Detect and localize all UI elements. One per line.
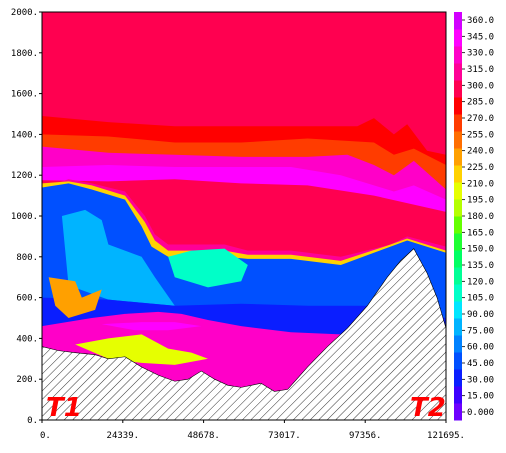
y-tick-label: 1800.	[11, 49, 38, 59]
colorbar-label: 60.00	[467, 343, 494, 353]
colorbar-swatch	[454, 131, 462, 149]
field-layer-15	[101, 322, 202, 331]
terrain-hatch-layer	[42, 248, 446, 420]
terrain	[42, 248, 446, 420]
x-tick-label: 48678.	[187, 431, 220, 441]
colorbar-swatch	[454, 29, 462, 47]
colorbar-swatch	[454, 284, 462, 302]
colorbar-label: 120.0	[467, 277, 494, 287]
x-tick-label: 24339.	[107, 431, 140, 441]
colorbar-label: 210.0	[467, 179, 494, 189]
colorbar-swatch	[454, 233, 462, 251]
colorbar-label: 0.000	[467, 408, 494, 418]
colorbar-label: 30.00	[467, 375, 494, 385]
colorbar-swatch	[454, 267, 462, 285]
field-layer-10	[168, 248, 248, 288]
colorbar-label: 195.0	[467, 196, 494, 206]
colorbar-swatch	[454, 250, 462, 268]
colorbar-label: 225.0	[467, 163, 494, 173]
colorbar-swatch	[454, 352, 462, 370]
colorbar-label: 90.00	[467, 310, 494, 320]
x-tick-label: 0.	[40, 431, 51, 441]
colorbar-label: 285.0	[467, 98, 494, 108]
colorbar-label: 300.0	[467, 81, 494, 91]
x-tick-label: 97356.	[349, 431, 382, 441]
colorbar-swatch	[454, 182, 462, 200]
field-layer-14	[75, 334, 208, 365]
axis-ticks: 0. 200. 400. 600. 800. 1000. 1200. 1400. 1600. 18…	[11, 8, 465, 441]
y-tick-label: 600.	[16, 294, 38, 304]
colorbar-swatch	[454, 199, 462, 217]
colorbar-swatch	[454, 148, 462, 166]
field-layer-12	[48, 277, 102, 318]
colorbar-swatch	[454, 403, 462, 421]
colorbar-swatch	[454, 12, 462, 30]
field-layer-9	[61, 209, 175, 306]
annotation-t2: T2	[410, 393, 446, 423]
colorbar-swatch	[454, 63, 462, 81]
colorbar-swatch	[454, 46, 462, 64]
y-tick-label: 1600.	[11, 90, 38, 100]
x-tick-label: 121695.	[427, 431, 465, 441]
colorbar-swatch	[454, 369, 462, 387]
colorbar-label: 270.0	[467, 114, 494, 124]
y-tick-label: 1400.	[11, 130, 38, 140]
colorbar: 0.000 15.00 30.00 45.00 60.00 75.00 90.00 105.0…	[454, 12, 494, 421]
colorbar-label: 165.0	[467, 228, 494, 238]
colorbar-swatch	[454, 80, 462, 98]
colorbar-label: 45.00	[467, 359, 494, 369]
colorbar-label: 240.0	[467, 147, 494, 157]
y-tick-label: 1200.	[11, 171, 38, 181]
colorbar-label: 315.0	[467, 65, 494, 75]
colorbar-label: 255.0	[467, 130, 494, 140]
colorbar-swatch	[454, 301, 462, 319]
colorbar-label: 135.0	[467, 261, 494, 271]
colorbar-swatch	[454, 165, 462, 183]
colorbar-label: 330.0	[467, 49, 494, 59]
colorbar-swatch	[454, 216, 462, 234]
colorbar-swatch	[454, 386, 462, 404]
colorbar-swatch	[454, 335, 462, 353]
x-tick-label: 73017.	[268, 431, 301, 441]
y-tick-label: 800.	[16, 253, 38, 263]
colorbar-swatch	[454, 318, 462, 336]
y-tick-label: 1000.	[11, 212, 38, 222]
colorbar-label: 180.0	[467, 212, 494, 222]
colorbar-label: 360.0	[467, 16, 494, 26]
colorbar-label: 75.00	[467, 326, 494, 336]
y-tick-label: 200.	[16, 375, 38, 385]
colorbar-label: 15.00	[467, 392, 494, 402]
annotation-t1: T1	[46, 393, 82, 423]
y-tick-label: 2000.	[11, 8, 38, 18]
colorbar-label: 105.0	[467, 294, 494, 304]
y-tick-label: 0.	[27, 416, 38, 426]
colorbar-swatch	[454, 114, 462, 132]
y-tick-label: 400.	[16, 334, 38, 344]
colorbar-label: 150.0	[467, 245, 494, 255]
colorbar-label: 345.0	[467, 32, 494, 42]
colorbar-swatch	[454, 97, 462, 115]
